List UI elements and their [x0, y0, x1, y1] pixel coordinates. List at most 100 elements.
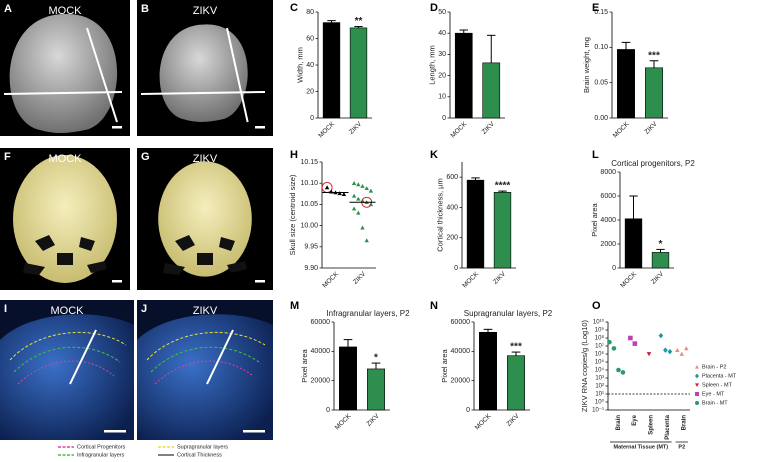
legend-marker [695, 401, 699, 405]
point [632, 341, 638, 346]
x-tick-label: Brain [681, 415, 687, 431]
chart: L 0 2000 4000 6000 8000 Pixel area Cortical pro… [590, 149, 696, 290]
point [616, 367, 621, 373]
chart-title: Supragranular layers, P2 [464, 309, 553, 318]
point [356, 210, 361, 215]
panel-letter: K [430, 149, 438, 161]
point [364, 238, 369, 243]
measure-line [3, 91, 123, 95]
point [356, 196, 361, 201]
y-tick-label: 6000 [600, 193, 616, 200]
panel-letter: A [4, 3, 12, 15]
y-tick-label: 10.05 [300, 201, 318, 208]
legend-text: Cortical Thickness [177, 452, 222, 458]
y-tick-label: 200 [446, 235, 458, 242]
bar [645, 67, 663, 119]
panel-letter: L [592, 149, 599, 161]
bar [507, 355, 525, 411]
x-tick-label: ZIKV [348, 120, 364, 136]
y-axis-title: Cortical thickness, µm [436, 178, 445, 252]
scale-bar [112, 126, 122, 129]
point [684, 346, 689, 351]
image-panel: J ZIKV [137, 300, 273, 440]
y-tick-label: 40000 [311, 348, 331, 355]
y-tick-label: 9.90 [304, 265, 318, 272]
x-tick-label: ZIKV [505, 412, 521, 428]
legend-text: Brain - MT [702, 400, 728, 406]
bar [349, 27, 368, 119]
y-axis-title: Width, mm [295, 47, 304, 83]
x-tick-label: ZIKV [352, 270, 368, 286]
y-axis-title: Pixel area [300, 349, 309, 383]
x-tick-label: Eye [632, 414, 638, 425]
x-tick-label: MOCK [321, 270, 340, 289]
y-axis-title: Pixel area [590, 203, 599, 237]
chart-title: Cortical progenitors, P2 [611, 159, 695, 168]
y-tick-label: 10¹ [595, 392, 604, 398]
point [337, 191, 342, 196]
image-caption: ZIKV [193, 305, 218, 317]
y-tick-label: 400 [446, 204, 458, 211]
y-tick-label: 10⁵ [595, 359, 605, 366]
point [667, 348, 673, 355]
panel-letter: B [141, 3, 149, 15]
image-panel: F MOCK [0, 148, 130, 290]
layer-line [154, 360, 254, 385]
legend-text: Cortical Progenitors [77, 444, 126, 450]
section-shape [0, 314, 134, 440]
y-tick-label: 20 [306, 88, 314, 95]
image-caption: ZIKV [193, 153, 218, 165]
image-caption: MOCK [49, 153, 83, 165]
image-panel: I MOCK [0, 300, 134, 440]
bar [339, 346, 357, 411]
y-tick-label: 10⁷ [595, 343, 604, 350]
x-tick-label: Brain [616, 415, 622, 431]
point [658, 332, 664, 339]
bar [322, 22, 341, 119]
y-tick-label: 60000 [451, 319, 471, 326]
legend-marker [695, 373, 699, 379]
y-tick-label: 40 [438, 30, 446, 37]
bar [367, 368, 385, 411]
x-tick-label: ZIKV [365, 412, 381, 428]
x-tick-label: MOCK [612, 120, 631, 139]
y-tick-label: 10.00 [300, 222, 318, 229]
scale-bar [112, 280, 122, 283]
chart: E 0.00 0.05 0.10 0.15 Brain weight, mg MOCK ZIK… [582, 2, 668, 139]
x-tick-label: MOCK [317, 120, 336, 139]
skull-holes [23, 235, 107, 275]
y-axis-title: ZIKV RNA copies/g (Log10) [580, 319, 589, 412]
significance: *** [510, 342, 522, 353]
x-tick-label: ZIKV [650, 270, 666, 286]
panel-letter: H [290, 149, 298, 161]
y-tick-label: 40000 [451, 348, 471, 355]
y-tick-label: 0 [466, 407, 470, 414]
x-tick-label: MOCK [334, 412, 353, 431]
legend-marker [695, 365, 699, 369]
y-tick-label: 600 [446, 174, 458, 181]
y-axis-title: Skull size (centroid size) [288, 174, 297, 255]
point [646, 352, 652, 357]
bar [466, 179, 485, 269]
y-tick-label: 10⁸ [595, 335, 605, 342]
point [356, 182, 361, 187]
brain-shape [9, 13, 118, 133]
panel-letter: O [592, 300, 601, 312]
panel-letter: M [290, 300, 299, 312]
panel-letter: N [430, 300, 438, 312]
x-tick-label: ZIKV [643, 120, 659, 136]
bar [624, 218, 643, 269]
chart-title: Infragranular layers, P2 [326, 309, 410, 318]
point [679, 351, 685, 356]
panel-letter: D [430, 2, 438, 14]
legend-text: Brain - P2 [702, 364, 726, 370]
image-panel: B ZIKV [137, 0, 273, 136]
point [351, 206, 357, 211]
bar [479, 331, 497, 411]
group-label: P2 [678, 444, 685, 450]
point [663, 347, 668, 353]
legend-text: Eye - MT [702, 391, 725, 397]
chart: N 0 20000 40000 60000 Pixel area Supragranular… [430, 300, 553, 432]
